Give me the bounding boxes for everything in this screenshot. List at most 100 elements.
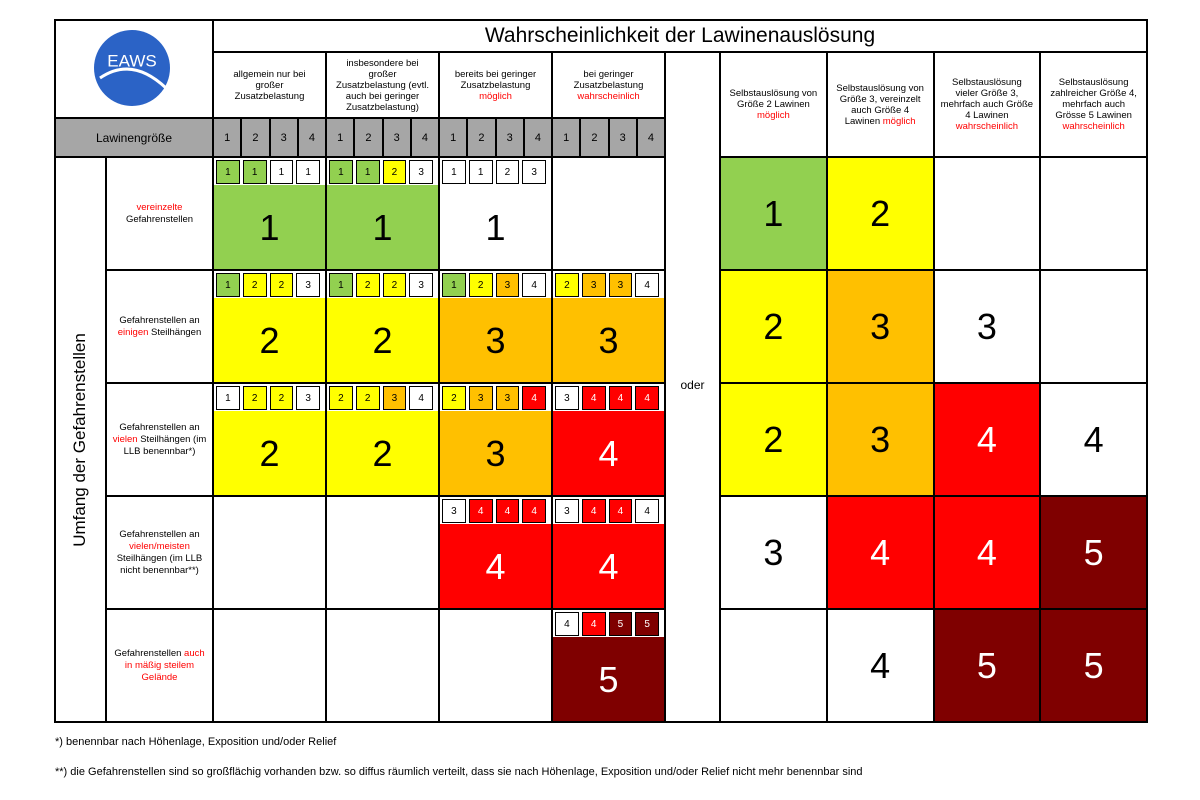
small-level: 1 (269, 160, 294, 184)
small-level: 4 (581, 386, 606, 410)
small-level: 4 (409, 386, 433, 410)
matrix-cell (933, 496, 1041, 609)
level-area (440, 185, 551, 269)
danger-level: 3 (870, 305, 891, 347)
text-segment: Gefahrenstellen (114, 647, 182, 659)
matrix-cell (720, 270, 827, 383)
small-level: 3 (409, 273, 433, 297)
text-segment: insbesondere bei großer Zusatzbelastung … (336, 57, 429, 113)
small-level: 2 (269, 386, 294, 410)
small-level: 2 (355, 273, 380, 297)
small-level: 2 (442, 386, 466, 410)
small-level: 2 (382, 273, 407, 297)
small-level: 2 (242, 386, 267, 410)
level-area (553, 637, 664, 721)
row-label: Gefahrenstellen an einigen Steilhängen (106, 270, 213, 383)
small-level: 3 (495, 273, 520, 297)
text-segment: Gefahrenstellen (125, 213, 194, 225)
size-label: 3 (269, 118, 298, 157)
small-level: 3 (442, 499, 466, 523)
matrix-cell (326, 157, 439, 270)
small-level: 4 (581, 612, 606, 636)
danger-level: 2 (372, 432, 393, 474)
right-column-header: Selbstauslösung von Größe 3, vereinzelt … (826, 52, 934, 157)
matrix-cell (552, 383, 665, 496)
level-area (214, 185, 325, 269)
row-label: Gefahrenstellen an vielen Steilhängen (i… (106, 383, 213, 496)
text-segment: Selbstauslösung von Größe 2 Lawinen (729, 88, 818, 110)
matrix-cell (552, 270, 665, 383)
text-segment: bereits bei geringer Zusatzbelastung (454, 68, 537, 91)
small-level: 4 (608, 386, 633, 410)
text-segment: Selbstauslösung von Größe 3, vereinzelt … (836, 82, 924, 127)
text-segment: vereinzelte (136, 201, 183, 213)
text-segment: Steilhängen (im LLB nicht benennbar**) (116, 552, 203, 576)
text-segment: wahrscheinlich (577, 90, 640, 102)
small-level: 1 (442, 273, 466, 297)
danger-level: 2 (259, 319, 280, 361)
small-level: 1 (355, 160, 380, 184)
size-label: 2 (354, 118, 383, 157)
matrix-cell (720, 157, 827, 270)
size-label: 2 (580, 118, 609, 157)
small-level: 1 (216, 160, 240, 184)
small-level: 4 (581, 499, 606, 523)
level-area (553, 411, 664, 495)
small-level: 3 (382, 386, 407, 410)
matrix-cell (1040, 383, 1147, 496)
danger-level: 4 (485, 545, 506, 587)
matrix-cell (213, 270, 326, 383)
footnote: *) benennbar nach Höhenlage, Exposition … (55, 736, 337, 748)
logo-swoosh (99, 67, 168, 90)
text-segment: Selbstauslösung zahlreicher Größe 4, meh… (1050, 77, 1137, 121)
danger-level: 2 (372, 319, 393, 361)
text-segment: Steilhängen (151, 326, 202, 338)
small-level: 2 (242, 273, 267, 297)
level-area (214, 411, 325, 495)
text-segment: Steilhängen (im LLB benennbar*) (123, 433, 207, 457)
danger-level: 3 (598, 319, 619, 361)
text-segment: Gefahrenstellen an (119, 421, 200, 433)
matrix-cell (1040, 496, 1147, 609)
size-label: 4 (523, 118, 552, 157)
small-level: 3 (555, 499, 579, 523)
small-level: 4 (522, 386, 546, 410)
matrix-cell (933, 270, 1041, 383)
size-header: Lawinengröße (55, 118, 213, 157)
danger-level: 3 (485, 319, 506, 361)
small-level: 2 (355, 386, 380, 410)
text-segment: vielen (112, 433, 138, 445)
size-label: 2 (241, 118, 270, 157)
right-column-header: Selbstauslösung vieler Größe 3, mehrfach… (933, 52, 1041, 157)
small-level: 2 (555, 273, 579, 297)
danger-level: 3 (976, 305, 997, 347)
footnote: **) die Gefahrenstellen sind so großfläc… (55, 766, 863, 778)
small-level: 1 (329, 273, 353, 297)
danger-level: 2 (259, 432, 280, 474)
danger-level: 5 (1083, 531, 1104, 573)
danger-level: 5 (976, 644, 997, 686)
matrix-cell (1040, 609, 1147, 722)
small-level: 4 (635, 499, 659, 523)
small-level: 4 (608, 499, 633, 523)
text-segment: wahrscheinlich (1062, 121, 1125, 132)
level-area (440, 411, 551, 495)
text-segment: möglich (882, 115, 916, 127)
small-level: 5 (608, 612, 633, 636)
text-segment: vielen/meisten (129, 540, 190, 552)
small-level: 1 (329, 160, 353, 184)
text-segment: Selbstauslösung vieler Größe 3, mehrfach… (940, 77, 1034, 121)
matrix-cell (826, 383, 934, 496)
small-level: 4 (635, 386, 659, 410)
size-label: 3 (608, 118, 637, 157)
matrix-cell (439, 270, 552, 383)
size-label: 3 (495, 118, 524, 157)
small-level: 4 (635, 273, 659, 297)
text-segment: möglich (757, 110, 790, 121)
size-label: 4 (636, 118, 665, 157)
size-label: 1 (439, 118, 468, 157)
level-area (440, 524, 551, 608)
small-level: 3 (581, 273, 606, 297)
text-segment: Gefahrenstellen an (119, 528, 200, 540)
danger-level: 4 (976, 531, 997, 573)
